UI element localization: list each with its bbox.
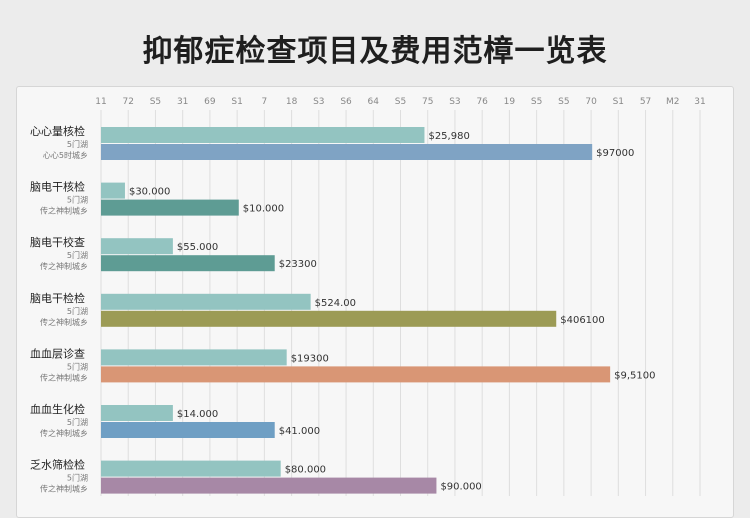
bar-top	[101, 460, 281, 477]
category-sublabel: 5门湖	[67, 473, 88, 483]
data-label: $14.000	[177, 409, 218, 420]
category-sublabel: 5门湖	[67, 361, 88, 371]
x-tick-label: S3	[313, 97, 324, 107]
x-tick-label: 69	[204, 97, 216, 107]
category-sublabel: 5门湖	[67, 250, 88, 260]
x-tick-label: S5	[395, 97, 406, 107]
category-sublabel: 传之神制城乡	[40, 206, 88, 216]
bar-top	[101, 349, 287, 366]
data-label: $97000	[596, 148, 634, 159]
x-tick-label: 57	[640, 97, 651, 107]
bar-bottom	[101, 366, 611, 383]
bar-chart: 11 72 S5 31 69 S1 7 18 S3 S6 64 S5 75 S3 76 19 S5 S5 70 S1 5…	[30, 97, 706, 496]
category-sublabel: 传之神制城乡	[40, 484, 88, 494]
category-sublabel: 心心5时城乡	[43, 150, 88, 160]
category-sublabel: 传之神制城乡	[40, 372, 88, 382]
bar-top	[101, 238, 173, 255]
x-tick-label: 11	[95, 97, 106, 107]
category-label: 脑电干核检	[30, 180, 85, 194]
x-tick-label: 75	[422, 97, 433, 107]
bar-bottom	[101, 255, 275, 272]
chart-title: 抑郁症检查项目及费用范樟一览表	[142, 34, 608, 69]
category-sublabel: 传之神制城乡	[40, 261, 88, 271]
bar-top	[101, 182, 125, 199]
bar-bottom	[101, 310, 557, 327]
x-tick-label: 31	[177, 97, 188, 107]
category-label: 脑电干校查	[30, 235, 85, 249]
category-label: 血血生化检	[30, 402, 85, 416]
x-tick-label: 18	[286, 97, 298, 107]
data-label: $9,5100	[614, 370, 655, 381]
category-sublabel: 5门湖	[67, 195, 88, 205]
x-tick-label: 31	[694, 97, 705, 107]
bar-bottom	[101, 422, 275, 438]
x-tick-label: S6	[340, 97, 352, 107]
x-tick-label: S1	[231, 97, 242, 107]
x-tick-label: 64	[368, 97, 380, 107]
data-label: $30.000	[129, 187, 170, 198]
bar-bottom	[101, 144, 593, 160]
x-tick-label: 76	[476, 97, 488, 107]
category-sublabel: 传之神制城乡	[40, 317, 88, 327]
category-sublabel: 5门湖	[67, 417, 88, 427]
data-label: $10.000	[243, 204, 284, 215]
x-tick-label: S5	[558, 97, 569, 107]
x-tick-label: S1	[613, 97, 624, 107]
bar-top	[101, 405, 173, 421]
bar-bottom	[101, 477, 437, 494]
category-label: 脑电干检检	[30, 291, 85, 305]
category-label: 血血层诊查	[30, 346, 85, 360]
category-sublabel: 5门湖	[67, 139, 88, 149]
data-label: $25,980	[428, 131, 469, 142]
data-label: $55.000	[177, 242, 218, 253]
bar-top	[101, 127, 425, 143]
x-tick-label: 70	[585, 97, 597, 107]
category-label: 乏水筛检检	[30, 458, 85, 472]
category-sublabel: 5门湖	[67, 306, 88, 316]
data-label: $90.000	[440, 482, 481, 493]
data-label: $41.000	[279, 426, 320, 437]
category-label: 心心量核检	[30, 124, 85, 138]
x-tick-label: 19	[504, 97, 516, 107]
data-label: $19300	[291, 353, 329, 364]
data-label: $23300	[279, 259, 317, 270]
x-tick-label: 72	[123, 97, 134, 107]
x-tick-label: M2	[666, 97, 680, 107]
x-tick-label: S5	[150, 97, 161, 107]
category-sublabel: 传之神制城乡	[40, 428, 88, 438]
bar-top	[101, 293, 311, 310]
x-tick-label: S5	[531, 97, 542, 107]
data-label: $406100	[560, 315, 605, 326]
x-tick-label: 7	[261, 97, 267, 107]
bar-bottom	[101, 199, 239, 216]
data-label: $524.00	[315, 298, 356, 309]
x-tick-label: S3	[449, 97, 460, 107]
data-label: $80.000	[285, 465, 326, 476]
